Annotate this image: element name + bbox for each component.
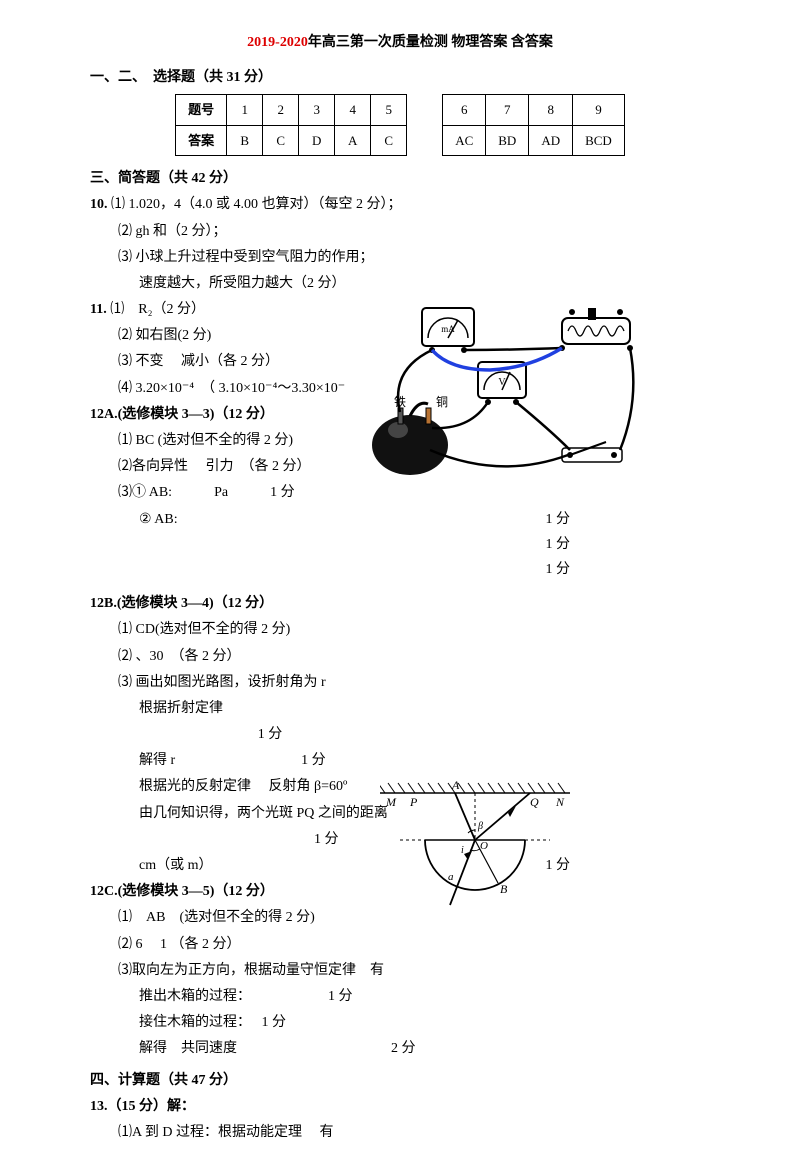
svg-text:A: A: [451, 778, 460, 792]
q12b-p3a: ⑶ 画出如图光路图，设折射角为 r: [90, 670, 710, 695]
q12b-p3d-pts: 1 分: [301, 753, 326, 768]
q10-p1: ⑴ 1.020，4（4.0 或 4.00 也算对）（每空 2 分）；: [111, 197, 402, 212]
q12a-p3c: 1 分: [90, 532, 710, 557]
svg-text:i: i: [461, 845, 464, 856]
q10: 10. ⑴ 1.020，4（4.0 或 4.00 也算对）（每空 2 分）；: [90, 192, 710, 217]
cell: 7: [486, 95, 529, 125]
q12b-p3b: 根据折射定律: [90, 696, 710, 721]
cell: C: [263, 125, 299, 155]
cell: AD: [529, 125, 573, 155]
q12c-p3a: ⑶取向左为正方向，根据动量守恒定律 有: [90, 958, 710, 983]
answer-table: 题号 1 2 3 4 5 6 7 8 9 答案 B C D A C AC BD …: [175, 94, 625, 156]
gap: [407, 125, 443, 155]
cell: BD: [486, 125, 529, 155]
cell: 3: [299, 95, 335, 125]
cell: A: [335, 125, 371, 155]
q11-num: 11.: [90, 302, 107, 317]
q12c-p3b: 推出木箱的过程： 1 分: [90, 984, 710, 1009]
svg-text:V: V: [498, 377, 506, 388]
q12b-p3d: 解得 r 1 分: [90, 748, 710, 773]
q12a-p3c-pts: 1 分: [546, 532, 571, 557]
q11-p1: ⑴ R₂（2 分）: [110, 302, 205, 317]
cell: 1: [227, 95, 263, 125]
q12a-p3a-left: ⑶① AB: Pa: [118, 485, 228, 500]
q12a-p3b: ② AB: 1 分: [90, 507, 710, 532]
optics-diagram-icon: M P A Q N O B a i β: [380, 775, 570, 915]
q10-num: 10.: [90, 197, 108, 212]
svg-text:mA: mA: [441, 324, 455, 334]
q12c-p2: ⑵ 6 1 （各 2 分）: [90, 932, 710, 957]
cell: 5: [371, 95, 407, 125]
circuit-diagram-icon: mA V 铁 铜: [350, 300, 640, 500]
gap: [407, 95, 443, 125]
cell: 4: [335, 95, 371, 125]
q12a-p3b-left: ② AB:: [139, 507, 178, 532]
title-rest: 年高三第一次质量检测 物理答案 含答案: [308, 35, 553, 50]
table-row: 题号 1 2 3 4 5 6 7 8 9: [176, 95, 625, 125]
q12b-p3a-txt: ⑶ 画出如图光路图，设折射角为 r: [118, 675, 326, 690]
q12c-p3c: 接住木箱的过程： 1 分: [90, 1010, 710, 1035]
svg-text:β: β: [477, 821, 483, 832]
q12c-p3c-pts: 1 分: [262, 1015, 287, 1030]
q12b-p3h-txt: cm（或 m）: [139, 853, 213, 878]
q12c-p3d-pts: 2 分: [391, 1041, 416, 1056]
table-row: 答案 B C D A C AC BD AD BCD: [176, 125, 625, 155]
svg-text:N: N: [555, 795, 565, 809]
q12b-p2: ⑵ 、30 （各 2 分）: [90, 644, 710, 669]
ans-label: 答案: [176, 125, 227, 155]
cell: B: [227, 125, 263, 155]
cell: 2: [263, 95, 299, 125]
svg-text:a: a: [448, 871, 454, 883]
q12c-p3c-txt: 接住木箱的过程：: [139, 1015, 244, 1030]
q12b-p3c: 1 分: [90, 722, 710, 747]
svg-text:M: M: [385, 795, 397, 809]
cell: AC: [443, 125, 486, 155]
q13-num: 13.（15 分）解：: [90, 1094, 710, 1119]
q12c-p3b-txt: 推出木箱的过程：: [139, 989, 244, 1004]
q12c-p3b-pts: 1 分: [328, 989, 353, 1004]
q10-p3: ⑶ 小球上升过程中受到空气阻力的作用；: [90, 245, 710, 270]
svg-text:B: B: [500, 882, 508, 896]
q12a-p3b-pts: 1 分: [546, 507, 571, 532]
section1-heading: 一、二、 选择题（共 31 分）: [90, 65, 710, 90]
q12a-p3d-pts: 1 分: [546, 557, 571, 582]
q12a-p3d: 1 分: [90, 557, 710, 582]
q10-p2: ⑵ gh 和（2 分）；: [90, 219, 710, 244]
title-year: 2019-2020: [247, 35, 308, 50]
svg-text:P: P: [409, 795, 418, 809]
cell: D: [299, 125, 335, 155]
q12b-p3d-txt: 解得 r: [139, 753, 175, 768]
cell: 6: [443, 95, 486, 125]
page-title: 2019-2020年高三第一次质量检测 物理答案 含答案: [90, 30, 710, 55]
q12a-p3a-pts: 1 分: [270, 485, 295, 500]
section3-heading: 三、简答题（共 42 分）: [90, 166, 710, 191]
cell: 9: [573, 95, 625, 125]
q12c-p3d: 解得 共同速度 2 分: [90, 1036, 710, 1061]
cell: BCD: [573, 125, 625, 155]
svg-text:Q: Q: [530, 795, 539, 809]
svg-text:铜: 铜: [436, 394, 448, 409]
row-label: 题号: [176, 95, 227, 125]
svg-text:O: O: [480, 840, 488, 852]
q10-p3b: 速度越大，所受阻力越大（2 分）: [90, 271, 710, 296]
cell: C: [371, 125, 407, 155]
q12b-p1: ⑴ CD(选对但不全的得 2 分): [90, 617, 710, 642]
q13-p1: ⑴A 到 D 过程：根据动能定理 有: [90, 1120, 710, 1145]
q12b-heading: 12B.(选修模块 3—4)（12 分）: [90, 591, 710, 616]
cell: 8: [529, 95, 573, 125]
q12c-p3d-txt: 解得 共同速度: [139, 1041, 237, 1056]
section4-heading: 四、计算题（共 47 分）: [90, 1068, 710, 1093]
